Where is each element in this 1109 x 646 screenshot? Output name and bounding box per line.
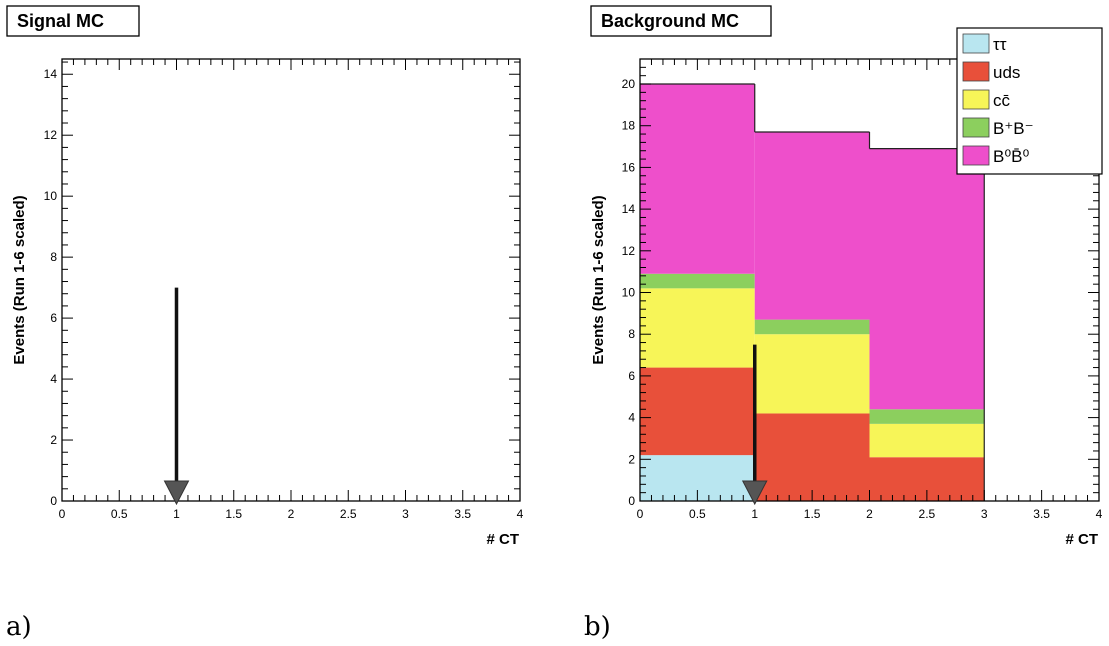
panela-y-tick-label-4: 8 — [50, 250, 57, 264]
panelb-legend-label-4: B⁰B̄⁰ — [993, 147, 1029, 166]
panelb-bar-4-0 — [640, 84, 755, 274]
panela-y-tick-label-5: 10 — [44, 189, 58, 203]
panelb-bar-4-2 — [869, 148, 985, 410]
panelb-bar-4-1 — [754, 131, 870, 320]
panela-y-tick-label-3: 6 — [50, 311, 57, 325]
panela-y-axis-label: Events (Run 1-6 scaled) — [11, 195, 28, 364]
panela-x-tick-label-2: 1 — [173, 507, 180, 521]
panelb-y-tick-label-7: 14 — [622, 202, 636, 216]
panela-cut-arrow-head — [163, 480, 190, 506]
panelb-legend-label-2: cc̄ — [993, 91, 1011, 110]
panela-x-tick-label-1: 0.5 — [111, 507, 128, 521]
panela-y-tick-label-7: 14 — [44, 67, 58, 81]
panelb-bar-2-0 — [640, 288, 755, 368]
panela-x-tick-label-6: 3 — [402, 507, 409, 521]
panelb-bar-1-1 — [754, 413, 870, 501]
panelb-bar-1-0 — [640, 367, 755, 456]
panel-a-caption: a) — [6, 612, 32, 642]
panelb-y-tick-label-1: 2 — [628, 452, 635, 466]
panelb-bar-3-2 — [869, 409, 985, 424]
panela-x-tick-label-0: 0 — [59, 507, 66, 521]
panelb-y-axis-label: Events (Run 1-6 scaled) — [590, 195, 607, 364]
panela-title-box — [6, 5, 140, 37]
panelb-legend-swatch-1 — [962, 61, 990, 82]
panela-y-tick-label-0: 0 — [50, 494, 57, 508]
panelb-cut-arrow-head — [741, 480, 768, 506]
panela-x-tick-label-5: 2.5 — [340, 507, 357, 521]
panela-x-tick-label-7: 3.5 — [454, 507, 471, 521]
panela-x-axis-label: # CT — [486, 531, 519, 548]
panela-x-tick-label-4: 2 — [288, 507, 295, 521]
panelb-y-tick-label-3: 6 — [628, 369, 635, 383]
panelb-y-tick-label-2: 4 — [628, 411, 635, 425]
panelb-x-axis-label: # CT — [1065, 531, 1098, 548]
panela-y-tick-label-6: 12 — [44, 128, 58, 142]
panelb-y-tick-label-6: 12 — [622, 244, 636, 258]
panelb-y-tick-label-0: 0 — [628, 494, 635, 508]
panelb-legend-label-0: ττ — [993, 35, 1007, 54]
panelb-y-tick-label-4: 8 — [628, 327, 635, 341]
panelb-x-tick-label-4: 2 — [866, 507, 873, 521]
panela-plot-frame — [61, 58, 521, 502]
panelb-x-tick-label-0: 0 — [637, 507, 644, 521]
panelb-legend-swatch-2 — [962, 89, 990, 110]
panelb-y-tick-label-8: 16 — [622, 160, 636, 174]
panelb-title: Background MC — [601, 11, 739, 31]
panela-x-tick-label-3: 1.5 — [225, 507, 242, 521]
panelb-bar-2-1 — [754, 334, 870, 414]
panelb-y-tick-label-5: 10 — [622, 286, 636, 300]
panelb-x-tick-label-3: 1.5 — [804, 507, 821, 521]
panelb-bar-3-1 — [754, 319, 870, 335]
panelb-legend-swatch-3 — [962, 117, 990, 138]
panelb-x-tick-label-8: 4 — [1096, 507, 1103, 521]
panelb-legend-swatch-4 — [962, 145, 990, 166]
panelb-x-tick-label-5: 2.5 — [919, 507, 936, 521]
panelb-x-tick-label-1: 0.5 — [689, 507, 706, 521]
panela-title: Signal MC — [17, 11, 104, 31]
panelb-legend-swatch-0 — [962, 33, 990, 54]
panelb-bar-3-0 — [640, 273, 755, 289]
panelb-x-tick-label-7: 3.5 — [1033, 507, 1050, 521]
panelb-legend-label-3: B⁺B⁻ — [993, 119, 1034, 138]
panelb-y-tick-label-9: 18 — [622, 119, 636, 133]
panelb-y-tick-label-10: 20 — [622, 77, 636, 91]
panela-y-tick-label-1: 2 — [50, 433, 57, 447]
panel-b-caption: b) — [584, 612, 611, 642]
panelb-bar-2-2 — [869, 423, 985, 458]
panela-x-tick-label-8: 4 — [517, 507, 524, 521]
panelb-title-box — [590, 5, 772, 37]
panelb-x-tick-label-2: 1 — [751, 507, 758, 521]
panelb-x-tick-label-6: 3 — [981, 507, 988, 521]
panelb-legend-label-1: uds — [993, 63, 1020, 82]
panela-y-tick-label-2: 4 — [50, 372, 57, 386]
